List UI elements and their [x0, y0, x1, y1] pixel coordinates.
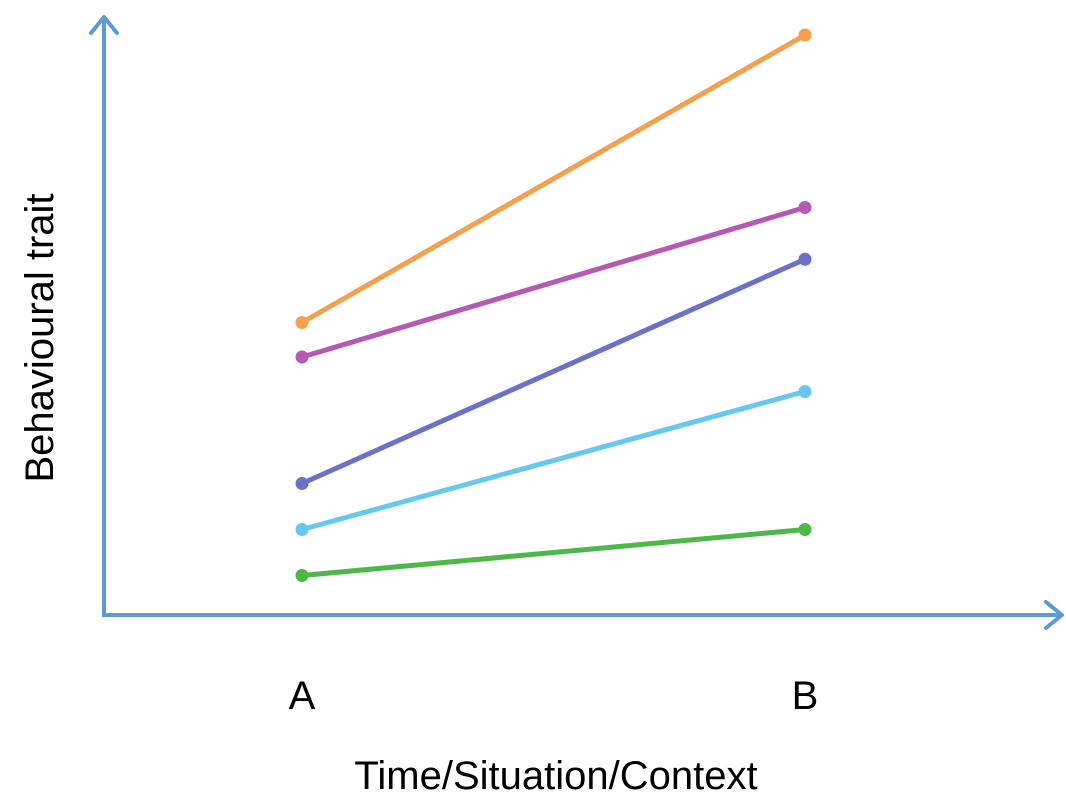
- series-line: [299, 527, 808, 578]
- data-point-a: [295, 316, 309, 329]
- data-point-b: [798, 28, 812, 42]
- series-3: [295, 252, 812, 490]
- data-point-b: [798, 252, 812, 266]
- y-axis-arrowhead: [89, 15, 119, 35]
- series-2: [295, 201, 812, 364]
- x-tick-label: B: [792, 674, 819, 718]
- series-line: [299, 32, 808, 325]
- x-axis-arrowhead: [1044, 600, 1064, 630]
- data-point-b: [798, 201, 812, 214]
- data-point-b: [798, 523, 812, 536]
- series-line: [299, 256, 808, 486]
- data-point-a: [295, 569, 309, 582]
- series-layer: [295, 28, 812, 582]
- data-point-b: [798, 385, 812, 398]
- series-1: [295, 28, 812, 329]
- x-axis-label: Time/Situation/Context: [354, 754, 757, 793]
- series-line: [299, 205, 808, 360]
- series-5: [295, 523, 812, 582]
- axes: [89, 15, 1064, 630]
- series-4: [295, 385, 812, 536]
- series-line: [299, 389, 808, 532]
- data-point-a: [295, 350, 309, 364]
- data-point-a: [295, 477, 309, 490]
- data-point-a: [295, 523, 309, 536]
- x-tick-label: A: [289, 674, 316, 718]
- y-axis-label: Behavioural trait: [18, 193, 62, 482]
